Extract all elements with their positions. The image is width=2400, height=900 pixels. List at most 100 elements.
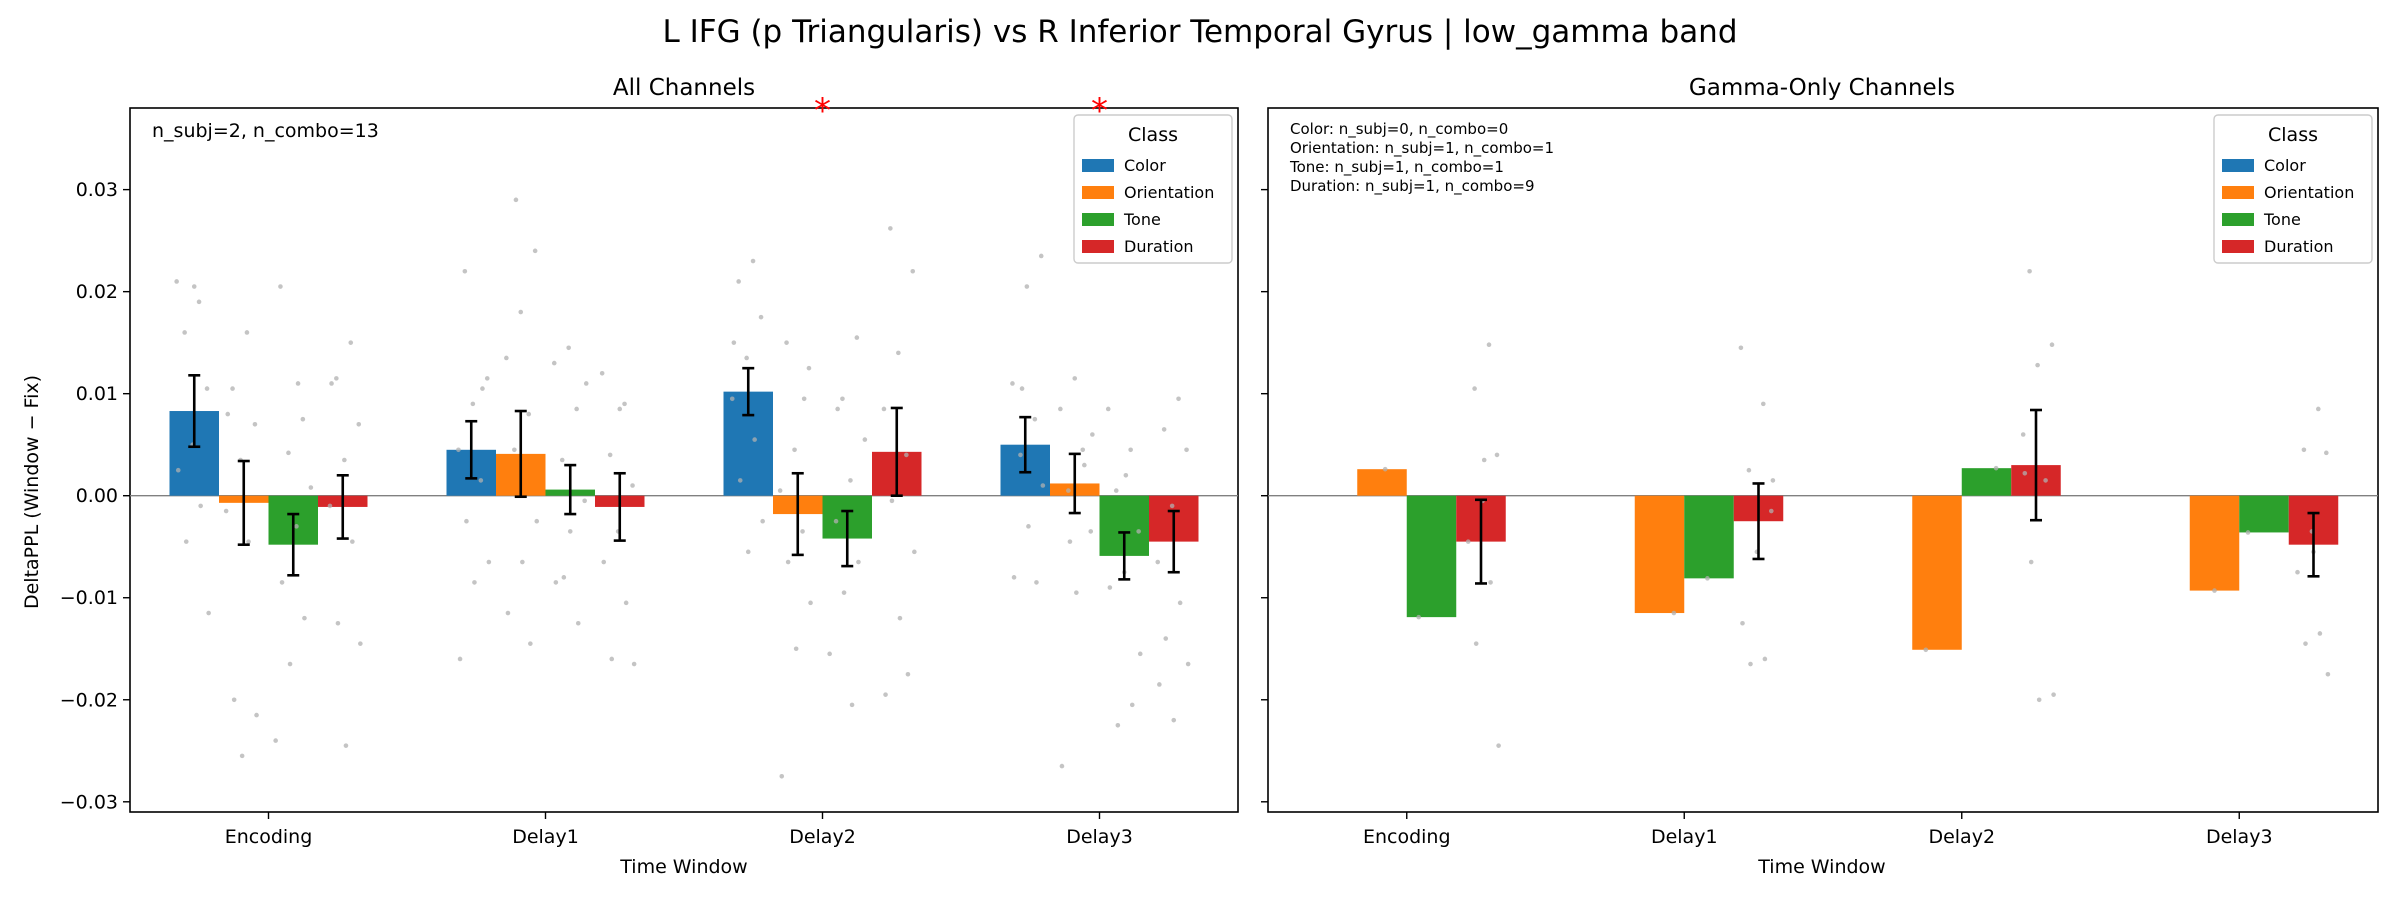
data-point bbox=[575, 620, 581, 626]
legend-label-tone: Tone bbox=[2263, 210, 2301, 229]
data-point bbox=[1018, 452, 1023, 458]
data-point bbox=[1107, 585, 1113, 590]
data-point bbox=[1472, 386, 1477, 391]
data-point bbox=[896, 350, 901, 356]
data-point bbox=[1058, 406, 1063, 412]
data-point bbox=[731, 340, 737, 345]
legend-label-color: Color bbox=[2264, 156, 2306, 175]
data-point bbox=[1157, 682, 1162, 687]
legend-label-duration: Duration bbox=[2264, 237, 2334, 256]
data-point bbox=[1185, 661, 1191, 667]
data-point bbox=[1038, 253, 1044, 259]
y-tick-label: 0.01 bbox=[76, 383, 118, 405]
y-tick-label: 0.03 bbox=[76, 179, 118, 201]
x-axis-label: Time Window bbox=[619, 856, 747, 878]
data-point bbox=[2027, 268, 2032, 274]
data-point bbox=[480, 386, 485, 391]
data-point bbox=[737, 478, 743, 483]
data-point bbox=[561, 575, 567, 580]
data-point bbox=[622, 401, 627, 407]
x-tick-label: Encoding bbox=[1363, 826, 1451, 848]
data-point bbox=[1769, 508, 1774, 514]
legend-swatch-tone bbox=[1082, 213, 1114, 226]
data-point bbox=[848, 478, 853, 483]
data-point bbox=[1059, 763, 1065, 769]
data-point bbox=[856, 559, 861, 565]
data-point bbox=[1161, 427, 1167, 432]
legend-label-orientation: Orientation bbox=[1124, 183, 1214, 202]
data-point bbox=[607, 452, 613, 458]
data-point bbox=[752, 437, 757, 442]
data-point bbox=[800, 529, 805, 534]
data-point bbox=[551, 360, 557, 366]
data-point bbox=[910, 268, 916, 274]
axes-frame bbox=[1267, 107, 2379, 813]
data-point bbox=[1019, 386, 1025, 391]
data-point bbox=[1705, 576, 1710, 581]
panel-title: Gamma-Only Channels bbox=[1689, 75, 1955, 101]
data-point bbox=[840, 396, 845, 402]
legend-swatch-orientation bbox=[2222, 186, 2254, 199]
data-point bbox=[1993, 465, 1999, 471]
data-point bbox=[1176, 396, 1181, 402]
data-point bbox=[784, 340, 789, 345]
data-point bbox=[736, 279, 741, 284]
data-point bbox=[1163, 636, 1169, 641]
data-point bbox=[1034, 580, 1039, 585]
data-point bbox=[2022, 470, 2028, 476]
data-point bbox=[484, 376, 490, 381]
data-point bbox=[204, 386, 210, 391]
panel-title: All Channels bbox=[613, 75, 755, 101]
data-point bbox=[295, 381, 301, 386]
data-point bbox=[513, 197, 519, 203]
plot-area: −0.03 −0.02 −0.01 0.00 0.01 0.02 0.03 Encoding D… bbox=[60, 91, 1239, 848]
data-point bbox=[470, 401, 476, 407]
data-point bbox=[1494, 452, 1500, 458]
data-point bbox=[883, 692, 888, 697]
data-point bbox=[2212, 588, 2217, 593]
data-point bbox=[486, 559, 492, 565]
data-point bbox=[609, 656, 615, 662]
data-point bbox=[327, 503, 333, 509]
data-point bbox=[2317, 631, 2323, 636]
data-point bbox=[1770, 478, 1776, 483]
data-point bbox=[785, 559, 791, 565]
data-point bbox=[1738, 345, 1744, 351]
data-point bbox=[567, 529, 573, 534]
data-point bbox=[1486, 342, 1492, 348]
data-point bbox=[300, 416, 306, 422]
data-point bbox=[239, 753, 245, 759]
y-tick-label: 0.02 bbox=[76, 281, 118, 303]
data-point bbox=[1011, 575, 1017, 580]
data-point bbox=[472, 580, 477, 585]
data-point bbox=[348, 340, 354, 345]
data-point bbox=[1496, 743, 1501, 748]
data-point bbox=[566, 345, 571, 351]
data-point bbox=[1024, 284, 1030, 289]
x-tick-label: Encoding bbox=[225, 826, 313, 848]
data-point bbox=[526, 411, 532, 417]
legend-swatch-tone bbox=[2222, 213, 2254, 226]
data-point bbox=[897, 615, 903, 621]
data-point bbox=[528, 641, 533, 646]
annotation-line: Orientation: n_subj=1, n_combo=1 bbox=[1290, 139, 1554, 158]
data-point bbox=[2036, 697, 2042, 703]
data-point bbox=[1761, 401, 1766, 407]
data-point bbox=[777, 488, 783, 493]
data-point bbox=[183, 539, 189, 544]
data-point bbox=[206, 610, 211, 616]
data-point bbox=[252, 421, 258, 427]
data-point bbox=[630, 483, 635, 488]
x-tick-label: Delay2 bbox=[1928, 826, 1995, 848]
bar-orientation bbox=[2189, 495, 2240, 591]
data-point bbox=[2051, 692, 2056, 697]
y-tick-label: −0.03 bbox=[60, 791, 118, 813]
data-point bbox=[1762, 656, 1768, 662]
data-point bbox=[1155, 559, 1161, 565]
data-point bbox=[1123, 473, 1129, 478]
plot-area: Encoding Delay1 Delay2 Delay3 Color: n_subj=… bbox=[1261, 107, 2379, 848]
data-point bbox=[617, 406, 623, 412]
axes-frame bbox=[129, 107, 1239, 813]
y-axis-label: DeltaPPL (Window − Fix) bbox=[21, 375, 43, 609]
